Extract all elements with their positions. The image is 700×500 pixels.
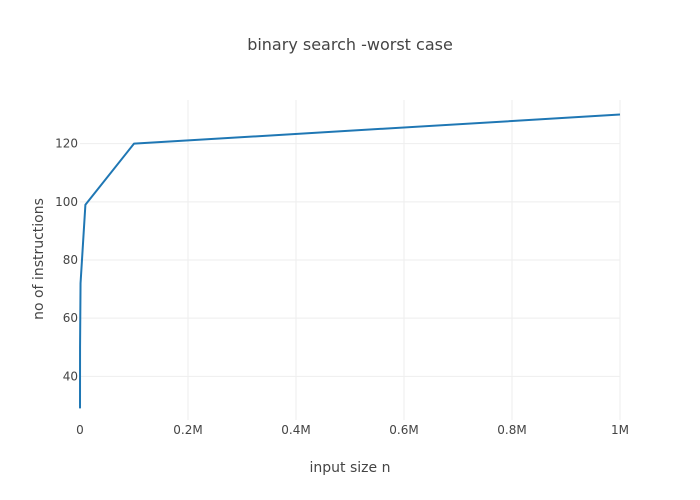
- y-tick-label: 40: [63, 369, 78, 383]
- y-tick-label: 120: [55, 137, 78, 151]
- tick-layer: 0 0.2M 0.4M 0.6M 0.8M 1M 40 60 80 100 120: [55, 137, 629, 437]
- x-tick-label: 0.2M: [173, 423, 202, 437]
- x-tick-label: 0.8M: [497, 423, 526, 437]
- x-tick-label: 1M: [611, 423, 629, 437]
- y-axis-label: no of instructions: [31, 198, 47, 320]
- grid-layer: [80, 100, 621, 420]
- chart-title: binary search -worst case: [247, 35, 453, 54]
- series-line-0: [79, 113, 621, 409]
- y-tick-label: 100: [55, 195, 78, 209]
- x-tick-label: 0.6M: [389, 423, 418, 437]
- x-tick-label: 0.4M: [281, 423, 310, 437]
- x-axis-label: input size n: [310, 460, 391, 476]
- series-layer: [79, 113, 621, 409]
- y-tick-label: 60: [63, 311, 78, 325]
- y-tick-label: 80: [63, 253, 78, 267]
- x-tick-label: 0: [76, 423, 84, 437]
